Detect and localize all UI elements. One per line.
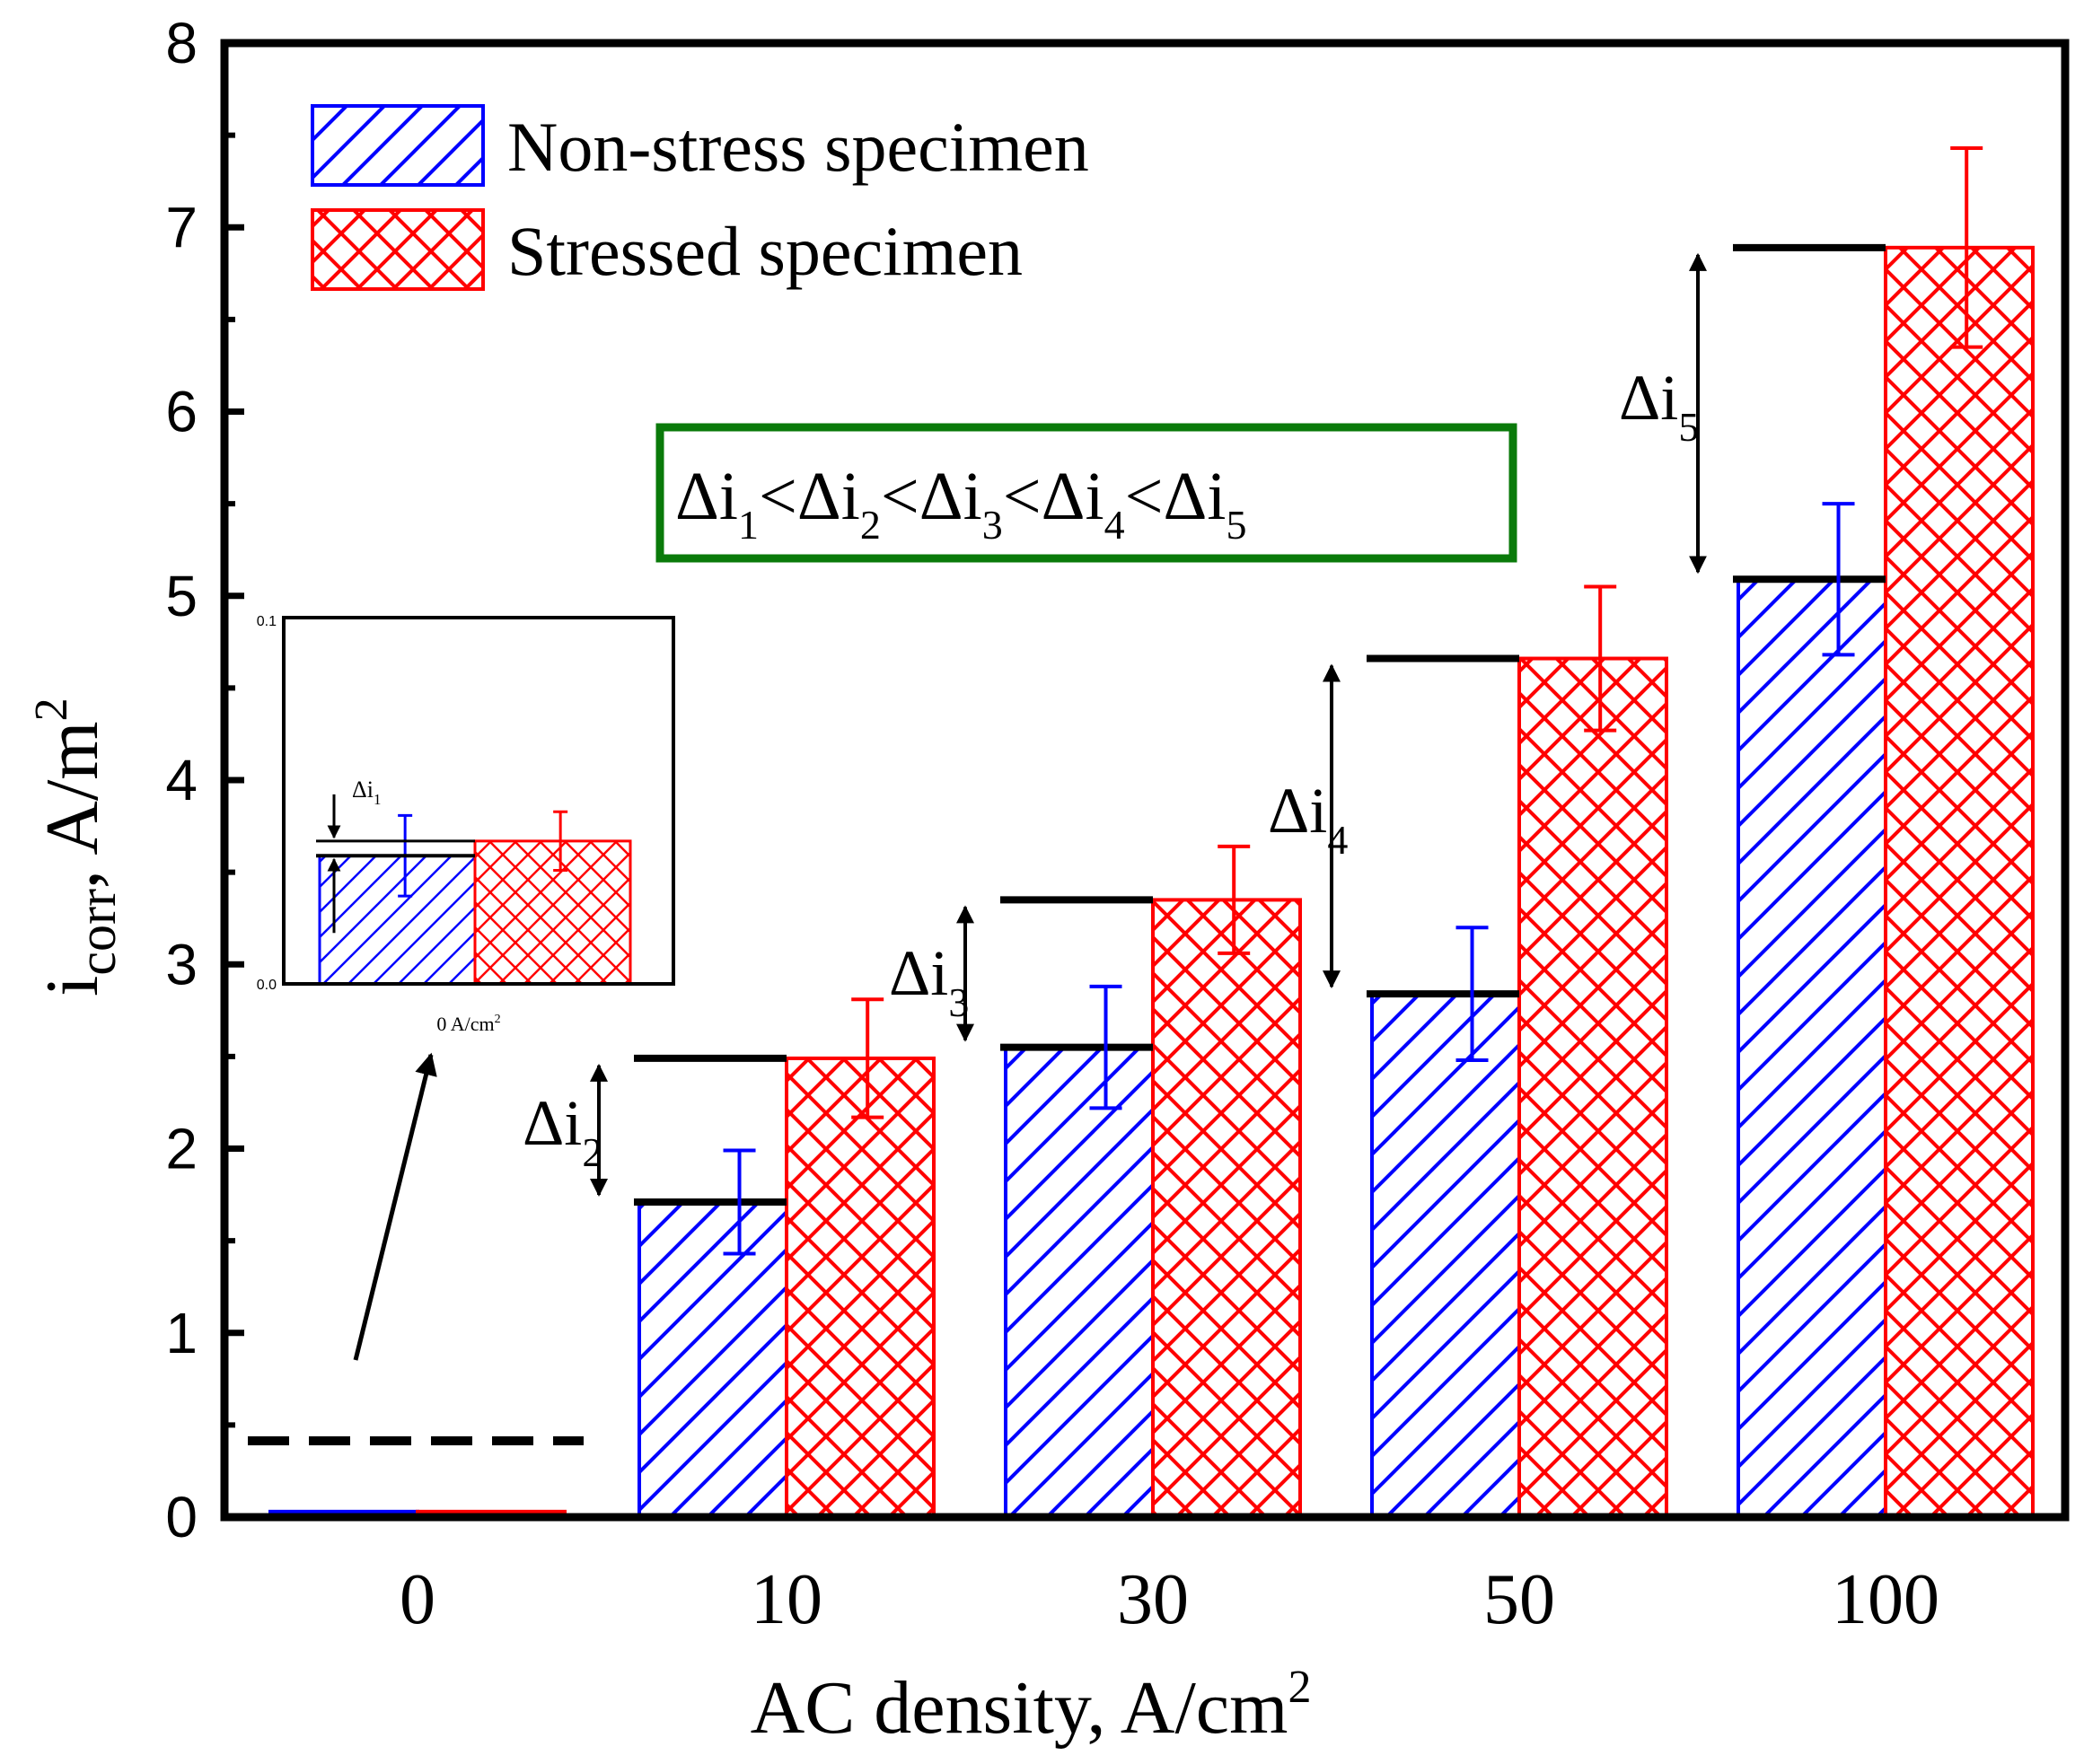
inequality-term-sub: 5 <box>1227 502 1247 548</box>
delta-marker-50 <box>1323 654 1519 998</box>
inequality-term: Δi <box>675 459 738 534</box>
bar-non-stress-100 <box>1737 577 1887 1520</box>
inset-bar-non-stress <box>318 854 477 986</box>
bar-non-stress-10 <box>638 1200 788 1519</box>
inequality-term-sub: 1 <box>738 502 759 548</box>
inequality-text: Δi1<Δi2<Δi3<Δi4<Δi5 <box>675 459 1247 548</box>
delta-marker-30 <box>956 896 1153 1051</box>
inequality-term: Δi <box>1042 459 1104 534</box>
inset-frame <box>282 616 675 986</box>
inequality-annotation: Δi1<Δi2<Δi3<Δi4<Δi5 <box>655 423 1517 563</box>
delta-label-3: Δi3 <box>889 937 969 1025</box>
bar-stressed-10 <box>785 1056 936 1519</box>
y-tick-label: 0 <box>165 1485 198 1549</box>
legend-swatch-non-stress <box>311 104 485 187</box>
error-bar-non-stress-100 <box>1822 502 1855 657</box>
error-bar-non-stress-10 <box>723 1148 756 1256</box>
bar-non-stress-50 <box>1370 992 1521 1519</box>
inset-delta-label: Δi1 <box>352 777 381 808</box>
inequality-term-sub: 2 <box>860 502 881 548</box>
error-bar-non-stress-50 <box>1455 926 1489 1062</box>
delta-label-2: Δi2 <box>523 1087 602 1175</box>
error-bar-stressed-30 <box>1218 844 1251 955</box>
bar-stressed-100 <box>1884 245 2035 1519</box>
delta-label-5: Δi5 <box>1619 362 1699 450</box>
legend-swatch-stressed <box>311 208 485 291</box>
x-tick-label: 30 <box>1117 1560 1189 1639</box>
delta-label-4: Δi4 <box>1268 775 1348 863</box>
inset-bar-stressed <box>473 839 632 986</box>
legend-label-non-stress: Non-stress specimen <box>507 108 1089 186</box>
y-axis-title: icorr, A/m2 <box>26 698 127 996</box>
y-tick-label: 6 <box>165 380 198 444</box>
y-tick-label: 4 <box>165 748 198 812</box>
inequality-box <box>655 423 1517 563</box>
bar-non-stress-30 <box>1004 1045 1155 1520</box>
x-axis-title: AC density, A/cm2 <box>751 1662 1312 1750</box>
error-bar-stressed-100 <box>1950 145 1983 349</box>
delta-marker-10 <box>590 1054 787 1207</box>
inequality-term: Δi <box>797 459 860 534</box>
delta-marker-100 <box>1689 243 1886 584</box>
x-tick-label: 100 <box>1832 1560 1939 1639</box>
inequality-separator: < <box>1003 459 1042 534</box>
inequality-term-sub: 4 <box>1104 502 1125 548</box>
inequality-separator: < <box>881 459 919 534</box>
inequality-term: Δi <box>1164 459 1227 534</box>
y-tick-label: 8 <box>165 11 198 75</box>
legend-label-stressed: Stressed specimen <box>507 212 1023 290</box>
inset-ytick-bottom: 0.0 <box>257 978 277 993</box>
inequality-separator: < <box>759 459 797 534</box>
markers-layer <box>590 243 1886 1207</box>
inset-pointer-arrow <box>353 1052 437 1361</box>
error-bars-layer <box>723 145 1983 1256</box>
error-bar-stressed-50 <box>1584 584 1617 733</box>
inset-x-label: 0 A/cm2 <box>436 1013 500 1035</box>
inequality-term-sub: 3 <box>982 502 1003 548</box>
x-tick-label: 0 <box>400 1560 435 1639</box>
x-tick-label: 10 <box>751 1560 822 1639</box>
error-bar-non-stress-30 <box>1089 984 1122 1110</box>
axes-layer: 0 1 2 3 4 5 6 7 8 0 10 30 50 100 <box>165 11 2070 1639</box>
y-tick-label: 1 <box>165 1301 198 1365</box>
inset-chart: 0.1 0.0 0 A/cm2 Δi1 <box>257 614 675 1035</box>
inequality-term: Δi <box>919 459 982 534</box>
inset-ytick-top: 0.1 <box>257 614 277 629</box>
y-tick-label: 2 <box>165 1117 198 1181</box>
y-tick-label: 3 <box>165 932 198 996</box>
bar-stressed-50 <box>1517 656 1668 1519</box>
error-bar-stressed-10 <box>851 997 884 1119</box>
y-tick-label: 7 <box>165 195 198 259</box>
bar-stressed-30 <box>1151 898 1302 1519</box>
bars-layer <box>268 245 2035 1520</box>
inequality-separator: < <box>1125 459 1164 534</box>
inset-bars <box>316 794 632 986</box>
legend: Non-stress specimen Stressed specimen <box>311 104 1089 291</box>
x-tick-label: 50 <box>1483 1560 1555 1639</box>
y-tick-label: 5 <box>165 564 198 628</box>
